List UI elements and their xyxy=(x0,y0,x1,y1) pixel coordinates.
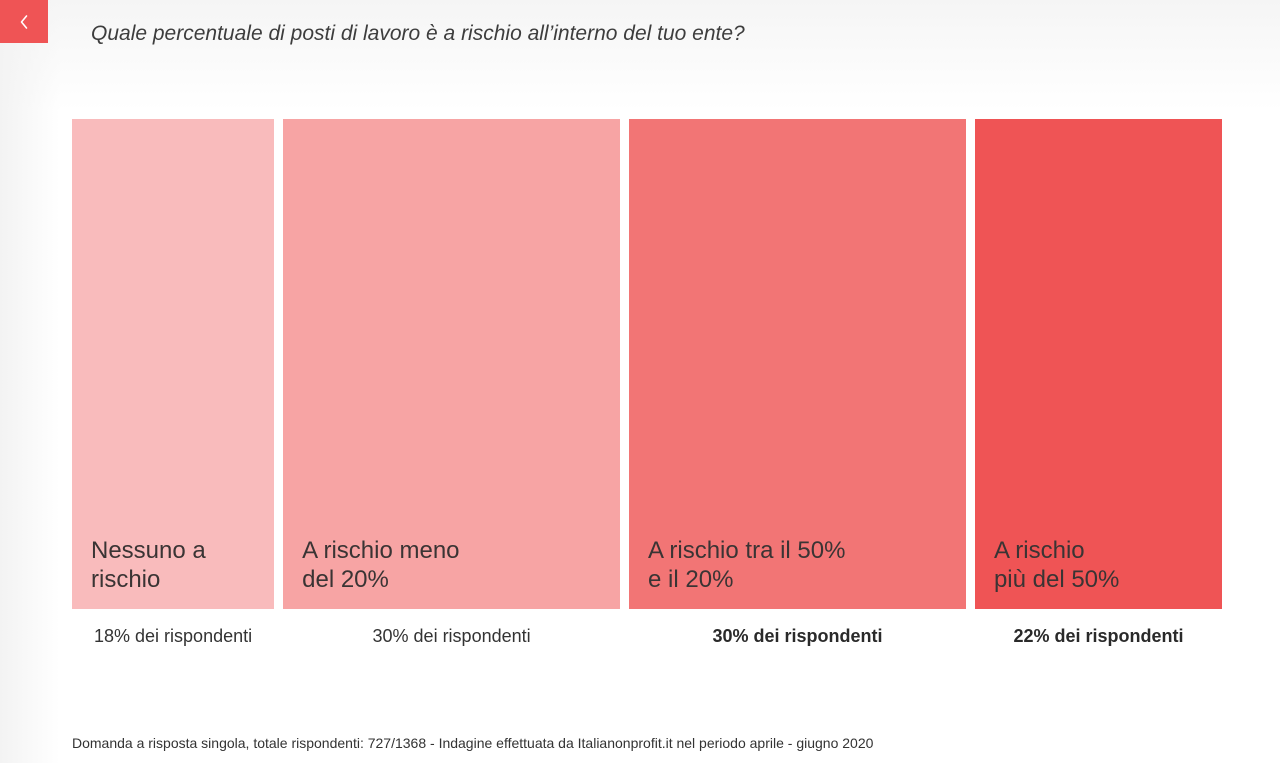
category-label-line: A rischio xyxy=(993,537,1085,564)
footnote: Domanda a risposta singola, totale rispo… xyxy=(72,735,874,751)
header-background xyxy=(0,0,1280,110)
category-label: A rischio meno del 20% xyxy=(302,536,459,594)
share-label: 30% dei rispondenti xyxy=(372,626,531,646)
share-label: 30% dei rispondenti xyxy=(712,626,883,646)
category-label-line: più del 50% xyxy=(993,566,1120,593)
category-label: Nessuno a rischio xyxy=(91,536,206,594)
chevron-left-icon xyxy=(20,14,28,29)
category-label-line: A rischio tra il 50% xyxy=(648,537,846,564)
question-title: Quale percentuale di posti di lavoro è a… xyxy=(91,22,745,45)
category-label-line: e il 20% xyxy=(648,566,734,593)
share-label: 18% dei rispondenti xyxy=(94,626,253,646)
left-shadow xyxy=(0,0,60,763)
category-label: A rischio più del 50% xyxy=(994,536,1119,594)
back-button[interactable] xyxy=(0,0,48,43)
share-label: 22% dei rispondenti xyxy=(1013,626,1184,646)
category-label-line: Nessuno a xyxy=(91,537,206,564)
category-block: A rischio tra il 50% e il 20% xyxy=(629,119,966,609)
category-label-line: del 20% xyxy=(302,566,389,593)
category-block: Nessuno a rischio xyxy=(72,119,275,609)
category-block: A rischio più del 50% xyxy=(974,119,1222,609)
category-label-line: rischio xyxy=(91,566,161,593)
category-label-line: A rischio meno xyxy=(302,537,460,564)
category-block: A rischio meno del 20% xyxy=(283,119,621,609)
category-label: A rischio tra il 50% e il 20% xyxy=(648,536,845,594)
